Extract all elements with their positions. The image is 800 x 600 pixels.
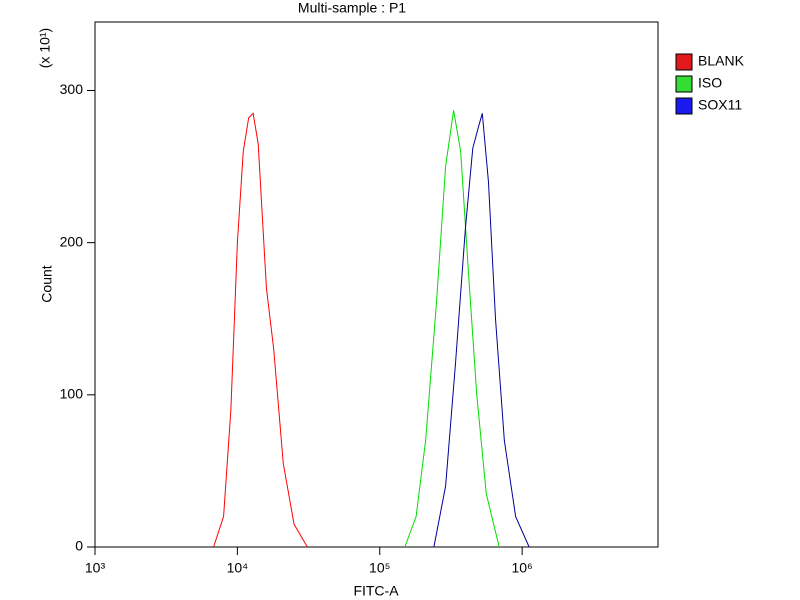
- x-tick-label: 10⁶: [511, 560, 532, 576]
- x-tick-label: 10³: [85, 560, 106, 576]
- x-tick-label: 10⁴: [227, 560, 249, 576]
- x-axis-label: FITC-A: [353, 583, 399, 599]
- y-tick-label: 100: [60, 386, 84, 402]
- legend-swatch: [675, 75, 693, 93]
- series-line: [213, 112, 308, 548]
- y-tick-label: 200: [60, 233, 84, 249]
- y-axis-label: Count: [39, 265, 55, 302]
- chart-title: Multi-sample : P1: [298, 0, 406, 16]
- y-tick-label: 300: [60, 81, 84, 97]
- plot-frame: [94, 21, 659, 548]
- y-multiplier: (x 10¹): [37, 28, 53, 68]
- legend-swatch: [675, 53, 693, 71]
- legend-swatch: [675, 97, 693, 115]
- series-line: [433, 113, 530, 548]
- series-line: [404, 110, 500, 548]
- y-tick-label: 0: [75, 538, 83, 554]
- legend-label: SOX11: [698, 97, 742, 113]
- legend-label: ISO: [698, 75, 722, 91]
- x-tick-label: 10⁵: [369, 560, 390, 576]
- legend-label: BLANK: [698, 53, 745, 69]
